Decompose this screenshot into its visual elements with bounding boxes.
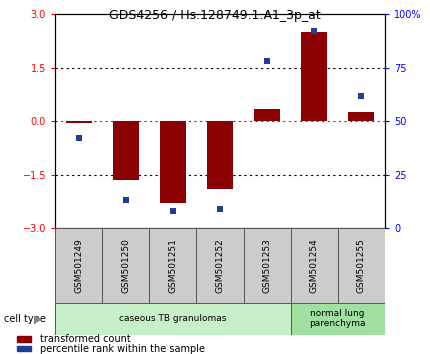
Bar (301, 32, 327, 121)
Bar (55, 303, 291, 335)
Bar (254, 109, 280, 121)
Text: GSM501251: GSM501251 (168, 238, 177, 293)
Text: GSM501252: GSM501252 (215, 238, 224, 293)
Text: caseous TB granulomas: caseous TB granulomas (119, 314, 227, 323)
Bar (17, 336, 31, 342)
Point (216, 206, 224, 212)
Text: GSM501249: GSM501249 (74, 238, 83, 293)
Text: GSM501253: GSM501253 (263, 238, 272, 293)
Point (75, 136, 82, 141)
Bar (291, 303, 385, 335)
Bar (149, 228, 197, 303)
Point (358, 93, 365, 98)
Point (122, 198, 129, 203)
Text: GSM501254: GSM501254 (310, 238, 319, 293)
Bar (197, 228, 243, 303)
Point (311, 28, 318, 34)
Text: transformed count: transformed count (40, 335, 130, 344)
Point (169, 209, 176, 214)
Bar (207, 121, 233, 189)
Text: normal lung
parenchyma: normal lung parenchyma (310, 309, 366, 328)
Text: cell type: cell type (4, 314, 46, 324)
Text: GSM501255: GSM501255 (357, 238, 366, 293)
Bar (113, 121, 138, 180)
Bar (55, 228, 102, 303)
Text: percentile rank within the sample: percentile rank within the sample (40, 344, 205, 354)
Text: GDS4256 / Hs.128749.1.A1_3p_at: GDS4256 / Hs.128749.1.A1_3p_at (109, 9, 321, 22)
Point (264, 58, 270, 64)
Bar (291, 228, 338, 303)
Text: GSM501250: GSM501250 (121, 238, 130, 293)
Bar (17, 346, 31, 352)
Bar (348, 112, 374, 121)
Bar (66, 121, 92, 123)
Text: ▶: ▶ (35, 314, 43, 324)
Bar (243, 228, 291, 303)
Bar (102, 228, 149, 303)
Bar (338, 228, 385, 303)
Bar (160, 121, 186, 203)
